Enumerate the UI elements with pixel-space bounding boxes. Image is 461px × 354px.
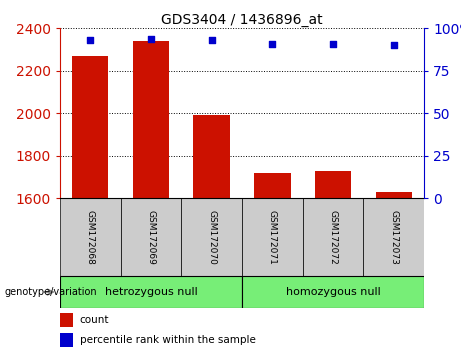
Bar [60, 276, 242, 308]
Bar [315, 171, 351, 198]
Text: GSM172073: GSM172073 [389, 210, 398, 265]
Point [329, 41, 337, 46]
Text: GSM172071: GSM172071 [268, 210, 277, 265]
Bar [363, 198, 424, 276]
Text: homozygous null: homozygous null [286, 287, 380, 297]
Text: GSM172069: GSM172069 [147, 210, 155, 265]
Bar [60, 314, 73, 327]
Bar [72, 56, 108, 198]
Bar [254, 173, 290, 198]
Bar [181, 198, 242, 276]
Text: percentile rank within the sample: percentile rank within the sample [80, 335, 255, 345]
Title: GDS3404 / 1436896_at: GDS3404 / 1436896_at [161, 13, 323, 27]
Bar [133, 41, 169, 198]
Point [269, 41, 276, 46]
Bar [376, 192, 412, 198]
Point [148, 36, 155, 41]
Text: hetrozygous null: hetrozygous null [105, 287, 197, 297]
Bar [60, 333, 73, 347]
Text: count: count [80, 315, 109, 325]
Bar [194, 115, 230, 198]
Text: GSM172072: GSM172072 [329, 210, 337, 264]
Bar [121, 198, 181, 276]
Text: GSM172070: GSM172070 [207, 210, 216, 265]
Bar [242, 198, 303, 276]
Point [390, 42, 397, 48]
Point [208, 38, 215, 43]
Bar [60, 198, 121, 276]
Point [87, 38, 94, 43]
Text: GSM172068: GSM172068 [86, 210, 95, 265]
Bar [303, 198, 363, 276]
Bar [242, 276, 424, 308]
Text: genotype/variation: genotype/variation [5, 287, 97, 297]
